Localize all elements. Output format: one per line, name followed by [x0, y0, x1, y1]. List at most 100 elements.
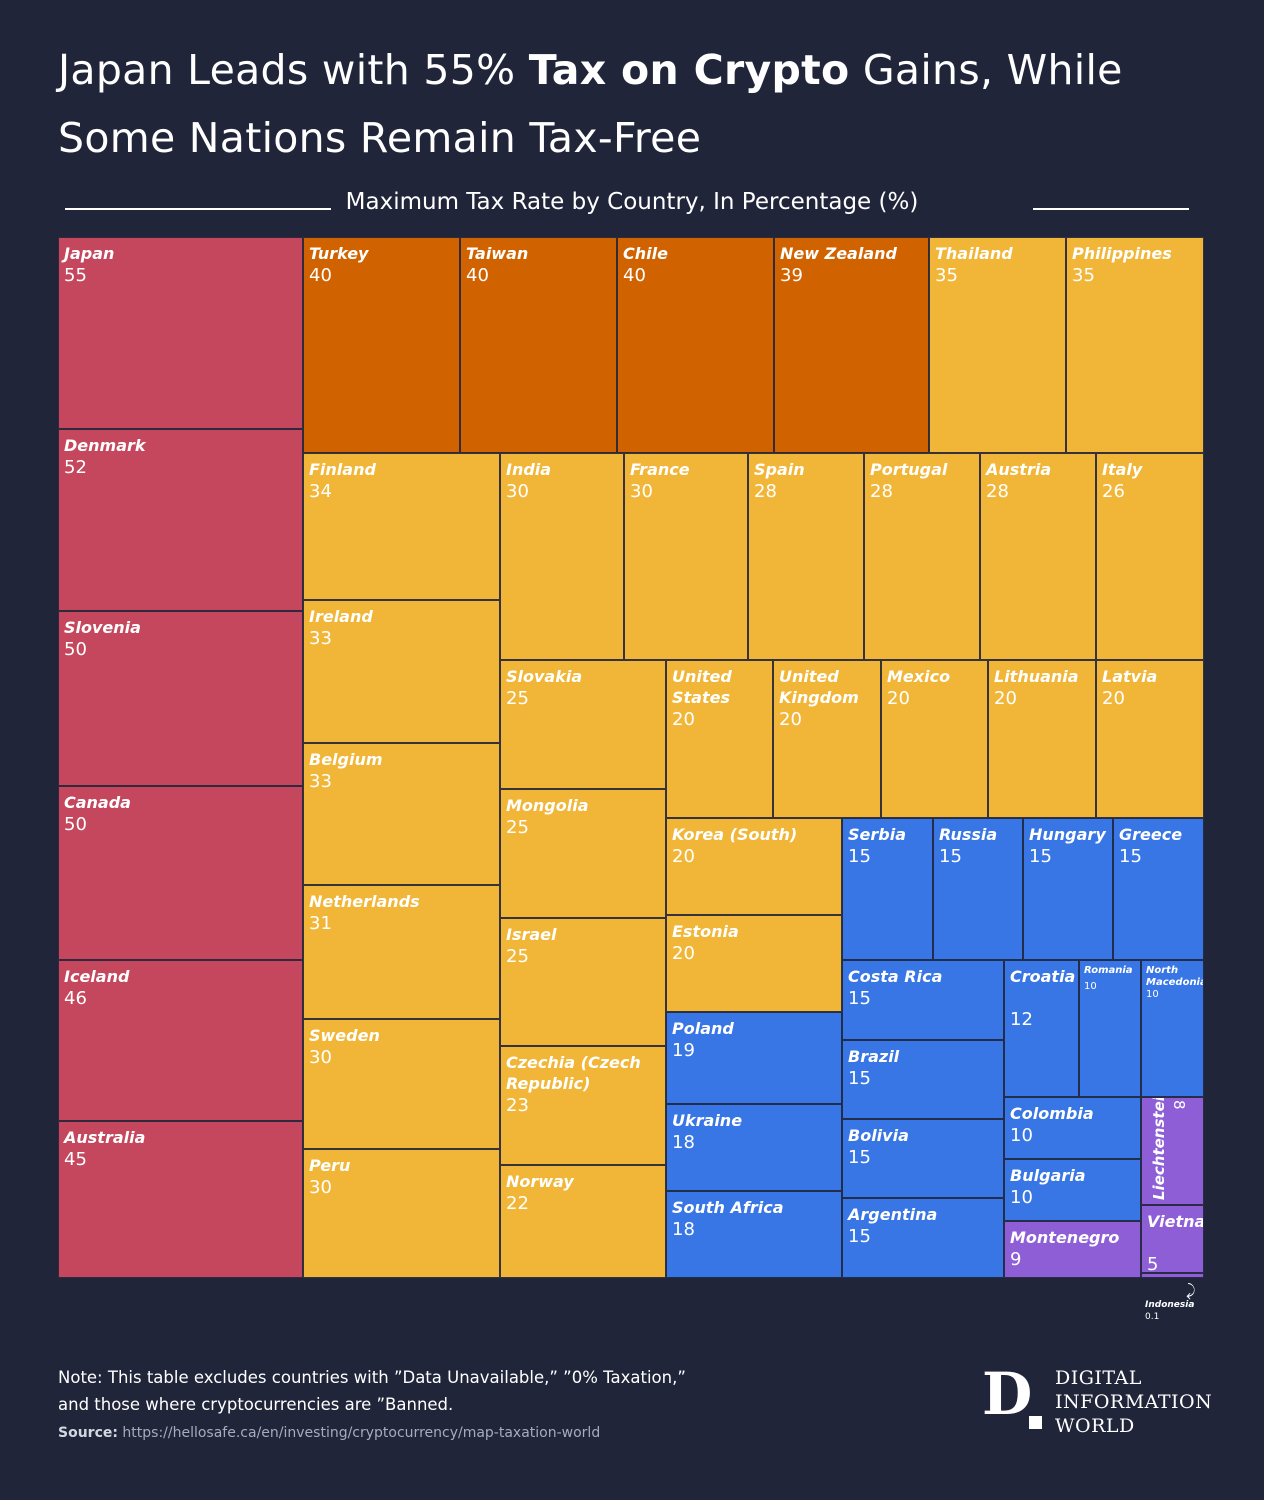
cell-finland: Finland 34 [303, 453, 500, 600]
cell-name-israel: Israel [506, 925, 557, 944]
cell-israel: Israel 25 [500, 918, 666, 1046]
cell-name-ireland: Ireland [309, 607, 373, 626]
cell-value-portugal: 28 [870, 481, 893, 502]
cell-name-costa-rica: Costa Rica [848, 967, 943, 986]
cell-value-mexico: 20 [887, 688, 910, 709]
cell-italy: Italy 26 [1096, 453, 1204, 660]
cell-indonesia [1141, 1273, 1204, 1278]
cell-value-united-kingdom: 20 [779, 709, 802, 730]
title-part-2: Gains, While Some Nations Remain Tax-Fre… [58, 46, 1123, 162]
cell-name-iceland: Iceland [64, 967, 130, 986]
logo-line-2: INFORMATION [1055, 1391, 1213, 1413]
cell-name-philippines: Philippines [1072, 244, 1172, 263]
cell-name-new-zealand: New Zealand [780, 244, 897, 263]
cell-value-czechia-czech-republic: 23 [506, 1095, 529, 1116]
cell-value-latvia: 20 [1102, 688, 1125, 709]
cell-name-hungary: Hungary [1029, 825, 1106, 844]
cell-value-israel: 25 [506, 946, 529, 967]
cell-name-bulgaria: Bulgaria [1010, 1166, 1086, 1185]
cell-value-hungary: 15 [1029, 846, 1052, 867]
cell-name-denmark: Denmark [64, 436, 146, 455]
subtitle-rule-right [1033, 208, 1189, 210]
cell-india: India 30 [500, 453, 624, 660]
logo-wordmark: DIGITAL INFORMATION WORLD [1055, 1366, 1212, 1438]
cell-name-austria: Austria [986, 460, 1052, 479]
cell-name-czechia-czech-republic: Czechia (Czech Republic) [506, 1053, 641, 1093]
cell-north-macedonia: North Macedonia 10 [1141, 960, 1204, 1097]
cell-name-latvia: Latvia [1102, 667, 1158, 686]
cell-name-chile: Chile [623, 244, 668, 263]
cell-name-lithuania: Lithuania [994, 667, 1079, 686]
cell-value-iceland: 46 [64, 988, 87, 1009]
cell-value-turkey: 40 [309, 265, 332, 286]
cell-name-slovenia: Slovenia [64, 618, 141, 637]
note-line-2: and those where cryptocurrencies are ”Ba… [58, 1395, 454, 1414]
cell-canada: Canada 50 [58, 786, 303, 960]
cell-name-norway: Norway [506, 1172, 574, 1191]
cell-name-thailand: Thailand [935, 244, 1013, 263]
cell-denmark: Denmark 52 [58, 429, 303, 611]
logo-line-1: DIGITAL [1055, 1367, 1142, 1389]
cell-value-estonia: 20 [672, 943, 695, 964]
cell-bolivia: Bolivia 15 [842, 1119, 1004, 1198]
cell-value-south-africa: 18 [672, 1219, 695, 1240]
source: Source: https://hellosafe.ca/en/investin… [58, 1425, 600, 1441]
cell-mongolia: Mongolia 25 [500, 789, 666, 918]
cell-value-denmark: 52 [64, 457, 87, 478]
cell-name-canada: Canada [64, 793, 131, 812]
cell-russia: Russia 15 [933, 818, 1023, 960]
cell-costa-rica: Costa Rica 15 [842, 960, 1004, 1040]
cell-value-vietnam: 5 [1147, 1254, 1159, 1273]
cell-value-australia: 45 [64, 1149, 87, 1170]
cell-belgium: Belgium 33 [303, 743, 500, 885]
subtitle-rule-left [65, 208, 331, 210]
cell-value-croatia: 12 [1010, 1009, 1033, 1030]
cell-lithuania: Lithuania 20 [988, 660, 1096, 818]
cell-name-poland: Poland [672, 1019, 734, 1038]
cell-value-russia: 15 [939, 846, 962, 867]
cell-portugal: Portugal 28 [864, 453, 980, 660]
cell-value-brazil: 15 [848, 1068, 871, 1089]
title-bold: Tax on Crypto [528, 46, 850, 94]
cell-value-france: 30 [630, 481, 653, 502]
cell-name-ukraine: Ukraine [672, 1111, 743, 1130]
cell-name-belgium: Belgium [309, 750, 383, 769]
cell-japan: Japan 55 [58, 237, 303, 429]
cell-romania: Romania 10 [1079, 960, 1141, 1097]
cell-name-italy: Italy [1102, 460, 1143, 479]
cell-value-austria: 28 [986, 481, 1009, 502]
cell-value-ukraine: 18 [672, 1132, 695, 1153]
note: Note: This table excludes countries with… [58, 1364, 818, 1418]
chart-title: Japan Leads with 55% Tax on Crypto Gains… [58, 36, 1218, 172]
cell-czechia-czech-republic: Czechia (Czech Republic) 23 [500, 1046, 666, 1165]
cell-value-ireland: 33 [309, 628, 332, 649]
cell-value-japan: 55 [64, 265, 87, 286]
cell-greece: Greece 15 [1113, 818, 1204, 960]
cell-value-liechtenstein: 8 [1170, 1100, 1188, 1110]
cell-croatia: Croatia 12 [1004, 960, 1079, 1097]
cell-name-turkey: Turkey [309, 244, 369, 263]
cell-montenegro: Montenegro 9 [1004, 1221, 1141, 1278]
cell-united-states: United States 20 [666, 660, 773, 818]
cell-value-new-zealand: 39 [780, 265, 803, 286]
cell-value-canada: 50 [64, 814, 87, 835]
cell-value-montenegro: 9 [1010, 1249, 1022, 1270]
cell-name-bolivia: Bolivia [848, 1126, 909, 1145]
cell-liechtenstein: Liechtenstein 8 [1141, 1097, 1204, 1205]
cell-value-colombia: 10 [1010, 1125, 1033, 1146]
cell-latvia: Latvia 20 [1096, 660, 1204, 818]
cell-name-united-kingdom: United Kingdom [779, 667, 859, 707]
cell-australia: Australia 45 [58, 1121, 303, 1278]
cell-name-mongolia: Mongolia [506, 796, 589, 815]
cell-argentina: Argentina 15 [842, 1198, 1004, 1278]
cell-united-kingdom: United Kingdom 20 [773, 660, 881, 818]
cell-name-greece: Greece [1119, 825, 1183, 844]
indonesia-name: Indonesia [1145, 1300, 1195, 1310]
cell-sweden: Sweden 30 [303, 1019, 500, 1149]
subtitle-row: Maximum Tax Rate by Country, In Percenta… [65, 186, 1189, 226]
source-url[interactable]: https://hellosafe.ca/en/investing/crypto… [122, 1425, 601, 1441]
cell-slovenia: Slovenia 50 [58, 611, 303, 786]
cell-value-philippines: 35 [1072, 265, 1095, 286]
cell-name-sweden: Sweden [309, 1026, 380, 1045]
